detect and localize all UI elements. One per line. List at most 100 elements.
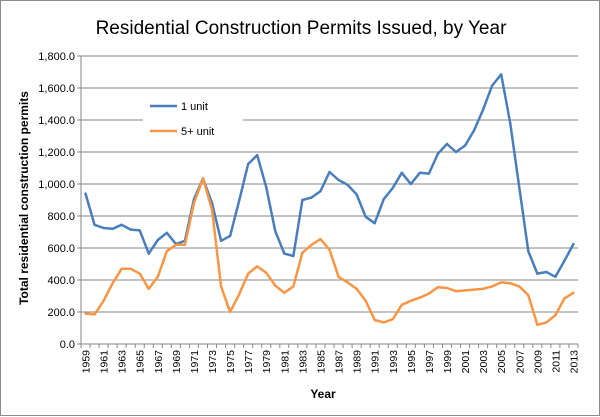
x-tick-label: 2011 bbox=[550, 350, 562, 373]
y-tick-label: 1,000.0 bbox=[38, 179, 75, 191]
data-point bbox=[319, 190, 322, 193]
data-point bbox=[545, 321, 548, 324]
x-tick-label: 1975 bbox=[225, 350, 237, 374]
data-point bbox=[120, 223, 123, 226]
x-tick-label: 2009 bbox=[532, 350, 544, 374]
x-tick-label: 1971 bbox=[189, 350, 201, 374]
series-line-5-plus-unit bbox=[85, 177, 575, 327]
x-tick-label: 1967 bbox=[153, 350, 165, 374]
y-tick-label: 1,600.0 bbox=[38, 83, 75, 95]
data-point bbox=[490, 84, 494, 87]
data-point bbox=[409, 299, 413, 302]
x-tick-label: 1963 bbox=[117, 350, 129, 374]
data-point bbox=[436, 286, 440, 289]
data-point bbox=[445, 286, 449, 290]
data-point bbox=[165, 231, 169, 234]
data-point bbox=[436, 152, 440, 155]
data-point bbox=[129, 228, 132, 231]
data-point bbox=[509, 122, 512, 125]
x-tick-label: 1973 bbox=[207, 350, 219, 374]
data-point bbox=[463, 144, 467, 147]
data-point bbox=[418, 296, 422, 299]
legend: 1 unit 5+ unit bbox=[143, 90, 243, 145]
data-point bbox=[346, 281, 349, 284]
data-point bbox=[355, 193, 358, 196]
data-point bbox=[274, 284, 277, 287]
data-point bbox=[120, 267, 123, 270]
y-tick-label: 600.0 bbox=[47, 243, 75, 255]
data-point bbox=[554, 314, 557, 317]
y-axis-title: Total residential construction permits bbox=[17, 91, 31, 305]
data-point bbox=[472, 288, 476, 291]
data-point bbox=[256, 265, 259, 268]
data-point bbox=[111, 282, 114, 285]
data-point bbox=[274, 230, 277, 233]
data-point bbox=[84, 192, 87, 195]
data-point bbox=[84, 312, 87, 315]
data-point bbox=[192, 202, 196, 205]
x-tick-label: 2013 bbox=[568, 350, 580, 374]
data-point bbox=[183, 243, 187, 246]
x-axis-title: Year bbox=[310, 387, 336, 401]
data-point bbox=[292, 254, 295, 258]
y-tick-label: 200.0 bbox=[47, 307, 75, 319]
x-tick-label: 2001 bbox=[460, 350, 472, 374]
data-point bbox=[382, 321, 385, 324]
data-point bbox=[409, 182, 413, 186]
data-point bbox=[129, 267, 132, 270]
data-point bbox=[536, 323, 539, 326]
data-point bbox=[337, 275, 340, 278]
data-point bbox=[156, 238, 160, 242]
data-point bbox=[499, 73, 503, 76]
data-point bbox=[147, 252, 150, 255]
x-tick-label: 2003 bbox=[478, 350, 490, 374]
data-point bbox=[210, 208, 214, 211]
y-tick-label: 1,400.0 bbox=[38, 115, 75, 127]
axes bbox=[80, 56, 579, 348]
data-point bbox=[93, 313, 96, 316]
data-point bbox=[156, 275, 160, 278]
data-point bbox=[481, 287, 485, 290]
data-point bbox=[545, 270, 548, 274]
data-point bbox=[237, 199, 241, 202]
data-point bbox=[382, 198, 385, 201]
x-tick-label: 1995 bbox=[406, 350, 418, 374]
data-point bbox=[481, 108, 485, 111]
data-point bbox=[265, 271, 268, 274]
data-point bbox=[364, 215, 367, 218]
data-point bbox=[509, 282, 512, 285]
data-point bbox=[328, 170, 331, 174]
data-point bbox=[391, 318, 394, 321]
data-point bbox=[427, 172, 431, 175]
data-point bbox=[174, 243, 178, 246]
data-point bbox=[536, 272, 539, 275]
x-tick-label: 1979 bbox=[261, 350, 273, 374]
data-point bbox=[418, 171, 422, 174]
data-point bbox=[355, 287, 358, 290]
data-point bbox=[445, 142, 449, 146]
data-point bbox=[463, 289, 467, 292]
x-tick-label: 2005 bbox=[496, 350, 508, 374]
data-point bbox=[301, 198, 304, 202]
data-point bbox=[527, 294, 530, 297]
data-point bbox=[346, 183, 349, 186]
data-point bbox=[554, 275, 557, 278]
data-point bbox=[228, 234, 232, 238]
x-tick-label: 1987 bbox=[334, 350, 346, 374]
legend-box bbox=[143, 90, 243, 145]
data-point bbox=[328, 248, 331, 251]
data-point bbox=[454, 150, 458, 154]
y-tick-labels: 0.0 200.0 400.0 600.0 800.0 1,000.0 1,200.0 1,4… bbox=[38, 51, 75, 351]
y-tick-label: 400.0 bbox=[47, 275, 75, 287]
x-tick-label: 1965 bbox=[135, 350, 147, 374]
data-point bbox=[138, 229, 141, 232]
data-point bbox=[391, 186, 394, 190]
chart-title: Residential Construction Permits Issued,… bbox=[96, 18, 507, 39]
data-point bbox=[256, 154, 259, 157]
data-point bbox=[310, 196, 313, 199]
data-point bbox=[364, 299, 367, 302]
data-point bbox=[138, 272, 141, 275]
data-point bbox=[572, 242, 575, 246]
